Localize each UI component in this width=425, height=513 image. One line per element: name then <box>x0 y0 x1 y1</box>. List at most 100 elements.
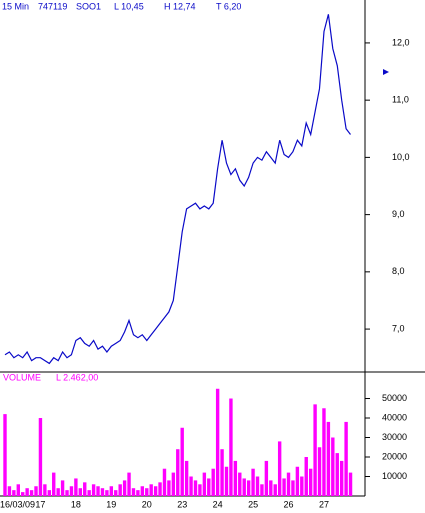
volume-bar <box>105 490 109 496</box>
volume-bar <box>282 478 286 496</box>
volume-bar <box>339 460 344 496</box>
volume-bar <box>21 492 25 496</box>
y-tick-label: 12,0 <box>392 37 410 47</box>
volume-bar <box>304 457 308 496</box>
volume-bar <box>47 490 51 496</box>
volume-bar <box>273 484 277 496</box>
volume-bar <box>269 480 273 496</box>
volume-bar <box>91 484 96 496</box>
y-tick-label: 9,0 <box>392 209 405 219</box>
y-tick-label: 30000 <box>382 432 407 442</box>
y-tick-label: 50000 <box>382 393 407 403</box>
volume-bar <box>264 460 269 496</box>
volume-subtitle: L 2.462,00 <box>56 372 98 382</box>
volume-bar <box>114 490 118 496</box>
volume-bar <box>109 486 114 496</box>
volume-bar <box>136 490 140 496</box>
volume-bar <box>29 490 34 496</box>
volume-bar <box>176 449 180 496</box>
volume-title: VOLUME <box>3 372 41 382</box>
volume-bar <box>167 480 171 496</box>
volume-bar <box>100 488 105 496</box>
volume-bar <box>295 466 300 496</box>
volume-bar <box>317 447 322 496</box>
volume-bar <box>220 449 224 496</box>
y-tick-label: 20000 <box>382 451 407 461</box>
volume-bar <box>344 421 348 496</box>
volume-bar <box>7 486 12 496</box>
volume-bar <box>193 480 198 496</box>
volume-bar <box>348 472 353 496</box>
volume-bar <box>246 480 251 496</box>
volume-bar <box>74 478 78 496</box>
volume-bar <box>300 476 304 496</box>
volume-bar <box>83 482 87 496</box>
x-tick-label: 18 <box>71 499 81 509</box>
volume-bar <box>145 488 149 496</box>
y-tick-label: 8,0 <box>392 266 405 276</box>
volume-bar <box>149 484 153 496</box>
volume-bar <box>38 418 43 496</box>
price-line <box>4 14 351 365</box>
volume-bar <box>277 441 282 496</box>
x-tick-label: 17 <box>35 499 45 509</box>
x-tick-label: 25 <box>248 499 258 509</box>
y-tick-label: 10,0 <box>392 152 410 162</box>
volume-bar <box>131 488 136 496</box>
high: H 12,74 <box>164 1 196 11</box>
volume-bar <box>211 468 215 496</box>
y-tick-label: 11,0 <box>392 95 409 105</box>
volume-bar <box>118 484 122 496</box>
volume-bar <box>308 468 313 496</box>
volume-bar <box>56 488 60 496</box>
volume-bar <box>322 408 326 496</box>
volume-bar <box>215 388 220 496</box>
volume-bar <box>127 472 131 496</box>
volume-bar <box>43 484 47 496</box>
volume-bar <box>180 427 184 496</box>
volume-bar <box>238 472 242 496</box>
volume-bar <box>60 480 65 496</box>
volume-bar <box>69 486 74 496</box>
x-tick-label: 23 <box>177 499 187 509</box>
volume-bar <box>171 472 176 496</box>
volume-bar <box>233 460 238 496</box>
total: T 6,20 <box>216 1 241 11</box>
volume-bar <box>207 478 211 496</box>
x-tick-label: 27 <box>319 499 329 509</box>
last-price-marker <box>383 69 389 75</box>
volume-bar <box>153 486 158 496</box>
y-tick-label: 40000 <box>382 412 407 422</box>
volume-bar <box>140 486 145 496</box>
low: L 10,45 <box>114 1 144 11</box>
interval: 15 Min <box>2 1 29 11</box>
volume-bar <box>3 414 7 496</box>
x-tick-label: 20 <box>142 499 152 509</box>
volume-bar <box>198 484 202 496</box>
volume-bar <box>96 486 100 496</box>
y-tick-label: 7,0 <box>392 323 405 333</box>
y-tick-label: 10000 <box>382 471 407 481</box>
volume-bar <box>326 421 331 496</box>
volume-bar <box>87 490 91 496</box>
volume-bar <box>158 482 162 496</box>
volume-bar <box>122 480 127 496</box>
volume-bar <box>12 490 16 496</box>
volume-bar <box>52 472 56 496</box>
x-tick-label: 19 <box>106 499 116 509</box>
volume-bar <box>224 466 229 496</box>
volume-bar <box>34 486 38 496</box>
volume-bar <box>78 488 83 496</box>
volume-bar <box>251 468 255 496</box>
volume-bar <box>65 490 69 496</box>
volume-bar <box>162 468 167 496</box>
volume-bar <box>286 472 291 496</box>
volume-bar <box>260 484 264 496</box>
volume-bar <box>291 480 295 496</box>
x-tick-label: 16/03/09 <box>0 499 35 509</box>
volume-bar <box>331 437 335 496</box>
volume-bar <box>189 476 193 496</box>
